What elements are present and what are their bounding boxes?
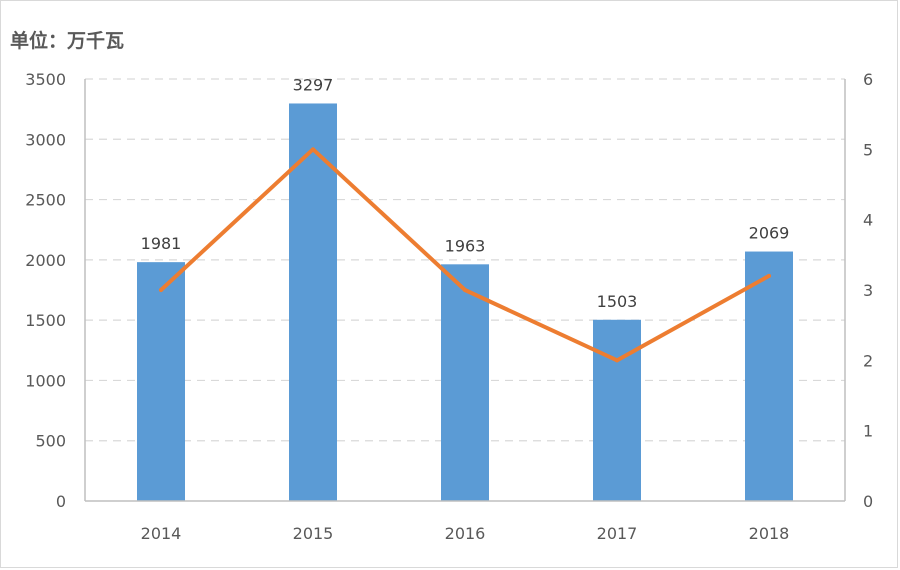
bar xyxy=(137,262,185,501)
y-left-tick-label: 1500 xyxy=(25,311,66,330)
bar xyxy=(289,103,337,501)
y-left-tick-label: 3500 xyxy=(25,70,66,89)
line-point xyxy=(615,358,619,363)
axes: 0 500 1000 1500 2000 2500 3000 3500 0 1 2 3 4 5 6 2014 2… xyxy=(25,70,873,543)
bar-data-label: 1963 xyxy=(445,236,486,255)
bar-data-label: 3297 xyxy=(293,75,334,94)
y-right-tick-label: 5 xyxy=(863,140,873,159)
y-left-tick-label: 2000 xyxy=(25,251,66,270)
line-point xyxy=(463,288,467,292)
bar xyxy=(441,264,489,501)
y-right-tick-label: 2 xyxy=(863,351,873,370)
y-left-tick-label: 2500 xyxy=(25,191,66,210)
y-right-tick-label: 1 xyxy=(863,422,873,441)
line-point xyxy=(159,288,163,292)
bar xyxy=(593,319,641,501)
x-tick-label: 2018 xyxy=(749,524,790,543)
y-right-tick-label: 0 xyxy=(863,492,873,511)
line-point xyxy=(767,273,771,278)
line-point xyxy=(311,147,315,152)
bar-data-label: 1503 xyxy=(597,292,638,311)
x-tick-label: 2014 xyxy=(141,524,182,543)
bar-series xyxy=(137,103,793,501)
y-left-tick-label: 1000 xyxy=(25,371,66,390)
bar-data-label: 2069 xyxy=(749,224,790,243)
data-labels: 1981 3297 1963 1503 2069 xyxy=(141,75,790,310)
y-left-tick-label: 500 xyxy=(35,432,66,451)
y-left-tick-label: 3000 xyxy=(25,130,66,149)
y-right-tick-label: 3 xyxy=(863,281,873,300)
unit-label: 单位：万千瓦 xyxy=(10,30,125,52)
x-tick-label: 2015 xyxy=(293,524,334,543)
x-tick-label: 2017 xyxy=(597,524,638,543)
y-right-tick-label: 6 xyxy=(863,70,873,89)
y-left-tick-label: 0 xyxy=(56,492,66,511)
bar xyxy=(745,251,793,501)
x-tick-label: 2016 xyxy=(445,524,486,543)
line-series xyxy=(159,147,771,363)
bar-data-label: 1981 xyxy=(141,234,182,253)
y-right-tick-label: 4 xyxy=(863,211,873,230)
